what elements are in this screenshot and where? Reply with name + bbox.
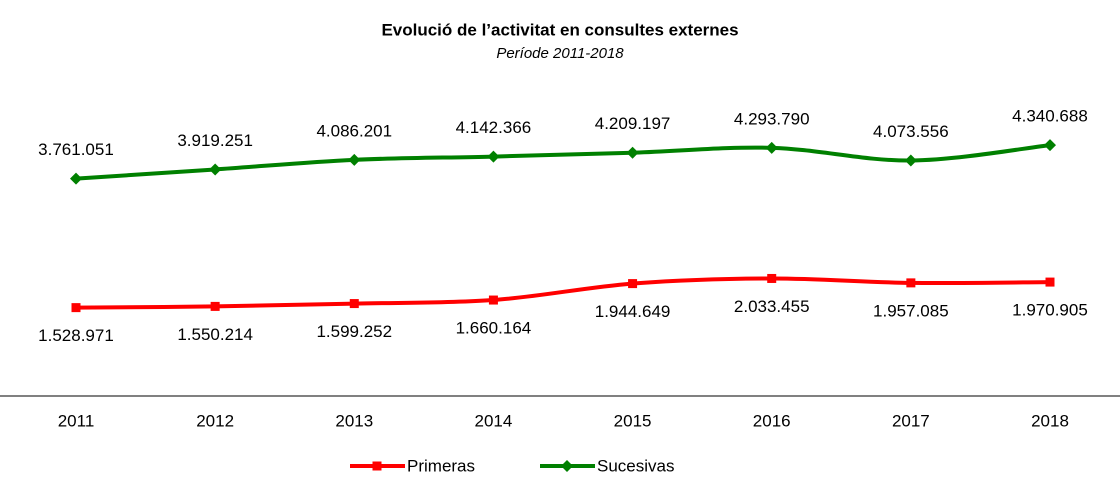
data-point	[209, 163, 222, 176]
legend-label: Sucesivas	[597, 456, 674, 475]
data-label: 4.340.688	[1012, 107, 1088, 126]
data-point	[906, 278, 916, 288]
data-point	[71, 303, 81, 313]
data-point	[1044, 139, 1056, 152]
x-tick-label: 2014	[475, 411, 513, 430]
data-label: 1.528.971	[38, 326, 114, 345]
legend-label: Primeras	[407, 456, 475, 475]
data-label: 1.660.164	[456, 319, 532, 338]
data-label: 4.086.201	[316, 121, 392, 140]
x-tick-label: 2015	[614, 411, 652, 430]
data-point	[626, 146, 639, 159]
data-point	[904, 154, 917, 167]
data-label: 1.957.085	[873, 301, 949, 320]
data-label: 3.919.251	[177, 131, 253, 150]
chart-title: Evolució de l’activitat en consultes ext…	[381, 20, 738, 39]
x-tick-label: 2018	[1031, 411, 1069, 430]
x-tick-label: 2017	[892, 411, 930, 430]
legend-marker	[561, 460, 573, 472]
data-label: 4.142.366	[456, 118, 532, 137]
x-tick-label: 2012	[196, 411, 234, 430]
series-line	[75, 143, 1051, 181]
x-tick-label: 2011	[58, 411, 95, 430]
data-label: 1.944.649	[595, 302, 671, 321]
data-point	[488, 295, 498, 305]
data-point	[1045, 277, 1055, 287]
data-point	[765, 141, 778, 154]
x-tick-label: 2016	[753, 411, 791, 430]
data-label: 1.599.252	[316, 322, 392, 341]
data-point	[348, 153, 361, 166]
data-label: 1.970.905	[1012, 301, 1088, 320]
data-label: 4.293.790	[734, 109, 810, 128]
data-point	[349, 299, 359, 309]
legend-marker	[372, 461, 382, 471]
x-tick-label: 2013	[335, 411, 373, 430]
data-point	[210, 301, 220, 311]
data-point	[70, 172, 82, 185]
data-label: 4.209.197	[595, 114, 671, 133]
data-label: 1.550.214	[177, 325, 253, 344]
data-label: 3.761.051	[38, 140, 114, 159]
series-line	[75, 276, 1051, 310]
chart-subtitle: Període 2011-2018	[496, 45, 624, 62]
data-label: 2.033.455	[734, 297, 810, 316]
data-label: 4.073.556	[873, 122, 949, 141]
data-point	[628, 279, 638, 289]
data-point	[487, 150, 500, 163]
data-point	[767, 273, 777, 283]
